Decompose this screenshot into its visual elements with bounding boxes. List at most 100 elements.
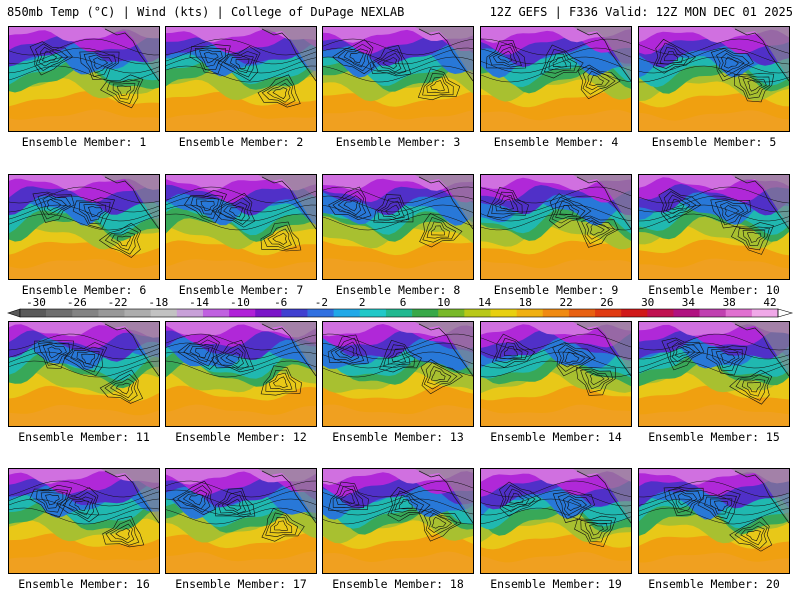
streamline: [481, 213, 631, 231]
colorbar-tick-label: -10: [230, 296, 250, 309]
ensemble-map-panel: [480, 26, 632, 132]
temperature-field-map: [323, 175, 473, 269]
contour-line: [584, 521, 608, 540]
contour-line: [235, 58, 250, 69]
streamline: [9, 47, 159, 65]
ensemble-map-panel: [638, 26, 790, 132]
contour-line: [706, 345, 748, 376]
coastline: [104, 470, 159, 524]
contour-line: [390, 490, 425, 517]
contour-line: [332, 190, 367, 219]
ensemble-member-label: Ensemble Member: 19: [490, 577, 622, 591]
streamline: [9, 480, 159, 498]
contour-line: [398, 499, 413, 510]
contour-line: [704, 494, 737, 519]
streamline: [481, 195, 631, 213]
contour-line: [377, 197, 410, 221]
contour-line: [714, 199, 749, 226]
contour-line: [372, 48, 407, 75]
ensemble-member-label: Ensemble Member: 16: [18, 577, 150, 591]
contour-line: [431, 225, 445, 236]
temperature-field-map: [166, 175, 316, 269]
contour-line: [62, 492, 97, 520]
ensemble-member-label: Ensemble Member: 18: [332, 577, 464, 591]
ensemble-map-panel: [322, 26, 474, 132]
contour-line: [99, 369, 144, 404]
contour-line: [584, 370, 610, 390]
contour-line: [586, 219, 611, 240]
land-mass: [101, 175, 159, 227]
contour-line: [430, 80, 445, 92]
colorbar-tick-label: 6: [400, 296, 407, 309]
contour-line: [720, 352, 736, 365]
colorbar-swatch: [647, 309, 674, 317]
contour-line: [747, 79, 763, 92]
streamline: [639, 56, 789, 74]
streamline: [323, 204, 473, 222]
contour-line: [419, 213, 463, 248]
contour-line: [46, 198, 62, 211]
contour-line: [428, 513, 453, 533]
colorbar-swatch: [673, 309, 700, 317]
temperature-colorbar: -30 -26 -22 -18 -14 -10 -6 -2 2 6 10 14 18 22 26 30 34 38…: [6, 296, 794, 320]
ensemble-map-panel: [8, 174, 160, 280]
ensemble-member-label: Ensemble Member: 7: [178, 283, 304, 297]
streamline: [9, 56, 159, 74]
streamline: [323, 342, 473, 360]
ensemble-map-panel: [638, 174, 790, 280]
streamline: [481, 480, 631, 498]
contour-line: [729, 516, 773, 552]
contour-line: [738, 75, 771, 99]
streamline: [323, 213, 473, 231]
streamline: [166, 47, 316, 65]
streamline: [481, 38, 631, 56]
temperature-field-map: [166, 469, 316, 562]
contour-line: [495, 195, 519, 213]
coastline: [104, 176, 159, 230]
streamline: [166, 342, 316, 360]
contour-line: [110, 232, 136, 251]
contour-line: [221, 494, 247, 514]
land-mass: [731, 469, 789, 521]
colorbar-tick-label: 14: [478, 296, 492, 309]
streamline: [9, 360, 159, 378]
header: 850mb Temp (°C) | Wind (kts) | College o…: [0, 0, 800, 22]
contour-line: [486, 187, 529, 219]
colorbar-tick-label: 42: [763, 296, 776, 309]
colorbar-tick-label: 26: [600, 296, 613, 309]
land-mass: [415, 469, 473, 521]
colorbar-swatch: [542, 309, 570, 317]
contour-line: [582, 67, 616, 95]
streamline: [166, 498, 316, 516]
contour-line: [491, 333, 536, 368]
contour-line: [267, 228, 292, 248]
ensemble-map-panel: [165, 468, 317, 574]
contour-line: [575, 367, 616, 396]
contour-line: [746, 529, 761, 542]
contour-line: [260, 365, 302, 396]
ensemble-member-label: Ensemble Member: 8: [335, 283, 461, 297]
ensemble-map-panel: [8, 468, 160, 574]
streamline: [481, 342, 631, 360]
contour-line: [495, 337, 529, 364]
contour-line: [746, 231, 762, 243]
land-mass: [258, 322, 316, 374]
contour-line: [328, 186, 372, 221]
contour-line: [273, 520, 288, 531]
temperature-field-map: [481, 322, 631, 414]
temperature-field-map: [166, 322, 316, 415]
colorbar-swatch: [412, 309, 439, 317]
contour-line: [215, 488, 256, 517]
contour-line: [661, 337, 705, 371]
contour-line: [115, 527, 131, 541]
streamline: [323, 507, 473, 525]
contour-line: [117, 85, 132, 96]
contour-line: [68, 496, 94, 516]
contour-line: [422, 73, 454, 96]
temperature-field-map: [639, 175, 789, 269]
contour-line: [217, 490, 251, 516]
streamline: [481, 333, 631, 351]
contour-line: [88, 54, 113, 74]
colorbar-swatch: [72, 309, 99, 317]
land-mass: [731, 322, 789, 374]
